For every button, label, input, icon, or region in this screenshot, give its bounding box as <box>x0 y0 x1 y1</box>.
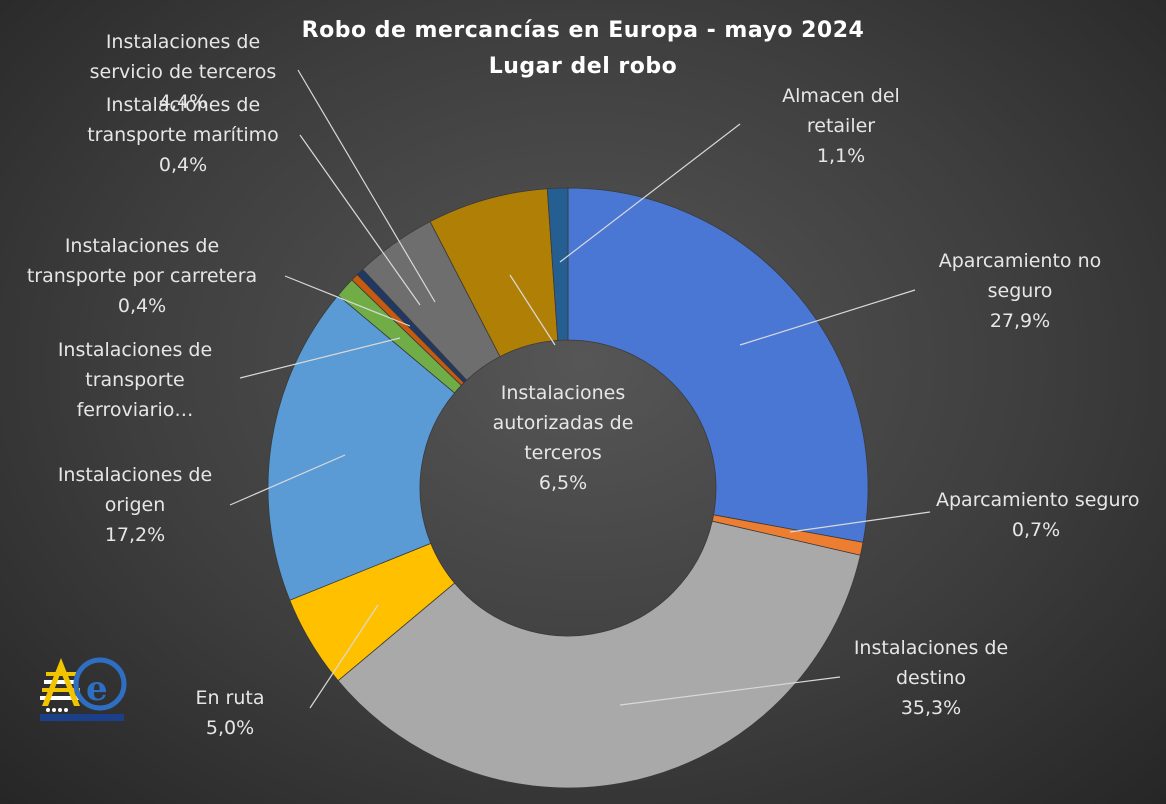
leader-line <box>509 274 556 346</box>
slice-value-label: 5,0% <box>205 717 255 739</box>
leader-line <box>739 289 916 346</box>
slice-value-label: 27,9% <box>989 310 1051 332</box>
slice-label-line: autorizadas de <box>492 412 634 434</box>
slice-value-label: 17,2% <box>104 524 166 546</box>
leader-line <box>309 604 379 709</box>
slice-label-line: Aparcamiento no <box>938 250 1102 272</box>
slice-value-label: 0,4% <box>117 295 167 317</box>
slice-label: Instalaciones de transporte marítimo 0,4% <box>78 90 288 180</box>
leader-line <box>619 676 841 706</box>
slice-label: Aparcamiento seguro 0,7% <box>936 485 1140 545</box>
slice-label-line: Aparcamiento seguro <box>936 489 1140 511</box>
svg-text:e: e <box>86 669 108 709</box>
slice-label: Instalaciones de origen 17,2% <box>40 460 230 550</box>
slice-label-line: seguro <box>987 280 1053 302</box>
slice-label-line: terceros <box>524 442 602 464</box>
donut-slice <box>546 187 569 341</box>
slice-label-line: ferroviario… <box>76 399 194 421</box>
slice-label: Instalaciones de destino 35,3% <box>846 633 1016 723</box>
slice-label: En ruta 5,0% <box>180 683 280 743</box>
slice-label: Aparcamiento no seguro 27,9% <box>920 246 1120 336</box>
leader-line <box>559 123 741 263</box>
slice-label-line: Instalaciones de <box>64 235 220 257</box>
slice-label-line: Almacen del <box>782 85 900 107</box>
chart-title: Robo de mercancías en Europa - mayo 2024 <box>301 18 865 43</box>
leader-line <box>297 69 436 303</box>
slice-value-label: 0,7% <box>1011 519 1061 541</box>
logo-a-stripes <box>40 672 82 700</box>
slice-label-line: destino <box>895 667 967 689</box>
slice-label: Instalaciones autorizadas de terceros 6,5% <box>463 378 663 498</box>
donut-slice <box>567 187 869 543</box>
slice-label-line: servicio de terceros <box>89 61 277 83</box>
slice-value-label: 35,3% <box>900 697 962 719</box>
slice-value-label: 6,5% <box>538 472 588 494</box>
slice-label-line: origen <box>104 494 166 516</box>
leader-lines <box>229 69 931 709</box>
leader-line <box>789 511 931 533</box>
donut-slice <box>337 520 861 789</box>
slice-value-label: 0,4% <box>158 154 208 176</box>
leader-line <box>284 275 411 327</box>
slice-label: Instalaciones de transporte ferroviario… <box>30 335 240 425</box>
slice-label-line: transporte por carretera <box>26 265 258 287</box>
slice-label-line: Instalaciones de <box>853 637 1009 659</box>
leader-line <box>229 454 346 506</box>
slice-label-line: Instalaciones de <box>57 464 213 486</box>
slice-label: Almacen del retailer 1,1% <box>766 81 916 171</box>
slice-label-line: Instalaciones <box>500 382 626 404</box>
slice-value-label: 1,1% <box>816 145 866 167</box>
slice-label-line: transporte <box>85 369 185 391</box>
slice-value-label: 4,4% <box>158 91 208 113</box>
slice-label-line: retailer <box>806 115 876 137</box>
leader-line <box>299 134 421 306</box>
slice-label-line: transporte marítimo <box>87 124 279 146</box>
slice-label-line: Instalaciones de <box>57 339 213 361</box>
slice-label: Instalaciones de servicio de terceros 4,4% <box>78 27 288 117</box>
slice-label-line: En ruta <box>195 687 265 709</box>
donut-slices <box>267 187 869 789</box>
slice-label-line: Instalaciones de <box>105 94 261 116</box>
slice-label: Instalaciones de transporte por carretera… <box>12 231 272 321</box>
chart-subtitle: Lugar del robo <box>488 54 678 79</box>
leader-line <box>239 337 401 379</box>
donut-slice <box>267 294 456 601</box>
aec-logo: e <box>40 657 127 721</box>
slice-label-line: Instalaciones de <box>105 31 261 53</box>
